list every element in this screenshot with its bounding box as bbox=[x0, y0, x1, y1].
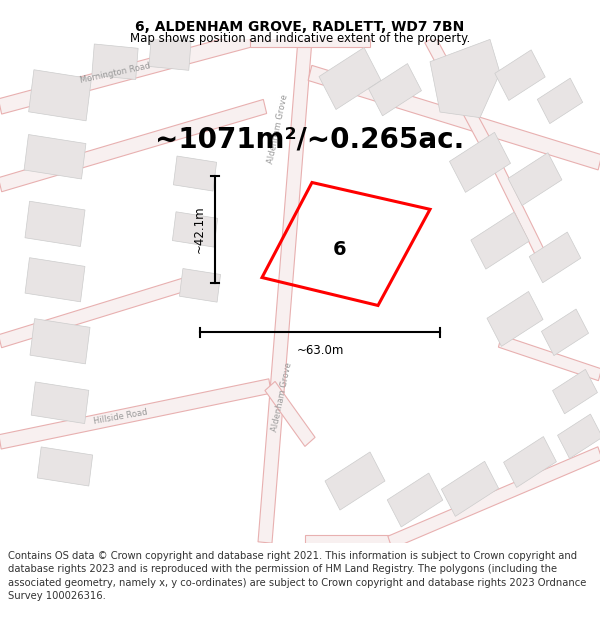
Polygon shape bbox=[173, 156, 217, 191]
Polygon shape bbox=[0, 273, 202, 348]
Polygon shape bbox=[308, 66, 600, 170]
Text: ~42.1m: ~42.1m bbox=[193, 206, 205, 253]
Polygon shape bbox=[557, 414, 600, 459]
Polygon shape bbox=[553, 369, 598, 414]
Polygon shape bbox=[442, 461, 499, 516]
Polygon shape bbox=[265, 381, 315, 446]
Polygon shape bbox=[325, 452, 385, 510]
Text: ~1071m²/~0.265ac.: ~1071m²/~0.265ac. bbox=[155, 126, 464, 154]
Polygon shape bbox=[529, 232, 581, 282]
Polygon shape bbox=[430, 39, 500, 118]
Polygon shape bbox=[368, 64, 421, 116]
Polygon shape bbox=[24, 134, 86, 179]
Text: Aldenham Grove: Aldenham Grove bbox=[270, 362, 294, 432]
Text: Aldenham Grove: Aldenham Grove bbox=[266, 93, 290, 164]
Polygon shape bbox=[495, 50, 545, 101]
Polygon shape bbox=[508, 152, 562, 206]
Polygon shape bbox=[250, 31, 370, 48]
Text: Map shows position and indicative extent of the property.: Map shows position and indicative extent… bbox=[130, 32, 470, 45]
Polygon shape bbox=[305, 534, 390, 551]
Polygon shape bbox=[25, 201, 85, 246]
Polygon shape bbox=[449, 132, 511, 192]
Polygon shape bbox=[30, 319, 90, 364]
Text: ~63.0m: ~63.0m bbox=[296, 344, 344, 357]
Polygon shape bbox=[425, 36, 495, 154]
Polygon shape bbox=[179, 269, 221, 302]
Polygon shape bbox=[487, 291, 543, 346]
Polygon shape bbox=[541, 309, 589, 356]
Text: Contains OS data © Crown copyright and database right 2021. This information is : Contains OS data © Crown copyright and d… bbox=[8, 551, 586, 601]
Polygon shape bbox=[258, 39, 312, 543]
Polygon shape bbox=[485, 149, 550, 266]
Polygon shape bbox=[31, 382, 89, 424]
Polygon shape bbox=[471, 212, 529, 269]
Polygon shape bbox=[92, 44, 138, 79]
Polygon shape bbox=[503, 436, 556, 488]
Polygon shape bbox=[388, 447, 600, 549]
Polygon shape bbox=[29, 70, 91, 121]
Polygon shape bbox=[149, 38, 191, 71]
Text: Hillside Road: Hillside Road bbox=[92, 408, 148, 426]
Polygon shape bbox=[172, 212, 218, 247]
Polygon shape bbox=[0, 32, 251, 114]
Polygon shape bbox=[499, 336, 600, 381]
Text: Mornington Road: Mornington Road bbox=[79, 61, 151, 85]
Polygon shape bbox=[319, 48, 381, 109]
Polygon shape bbox=[0, 99, 266, 192]
Text: 6: 6 bbox=[333, 240, 347, 259]
Polygon shape bbox=[25, 258, 85, 302]
Polygon shape bbox=[37, 447, 92, 486]
Polygon shape bbox=[0, 379, 271, 449]
Polygon shape bbox=[387, 473, 443, 527]
Polygon shape bbox=[537, 78, 583, 124]
Text: 6, ALDENHAM GROVE, RADLETT, WD7 7BN: 6, ALDENHAM GROVE, RADLETT, WD7 7BN bbox=[136, 19, 464, 34]
